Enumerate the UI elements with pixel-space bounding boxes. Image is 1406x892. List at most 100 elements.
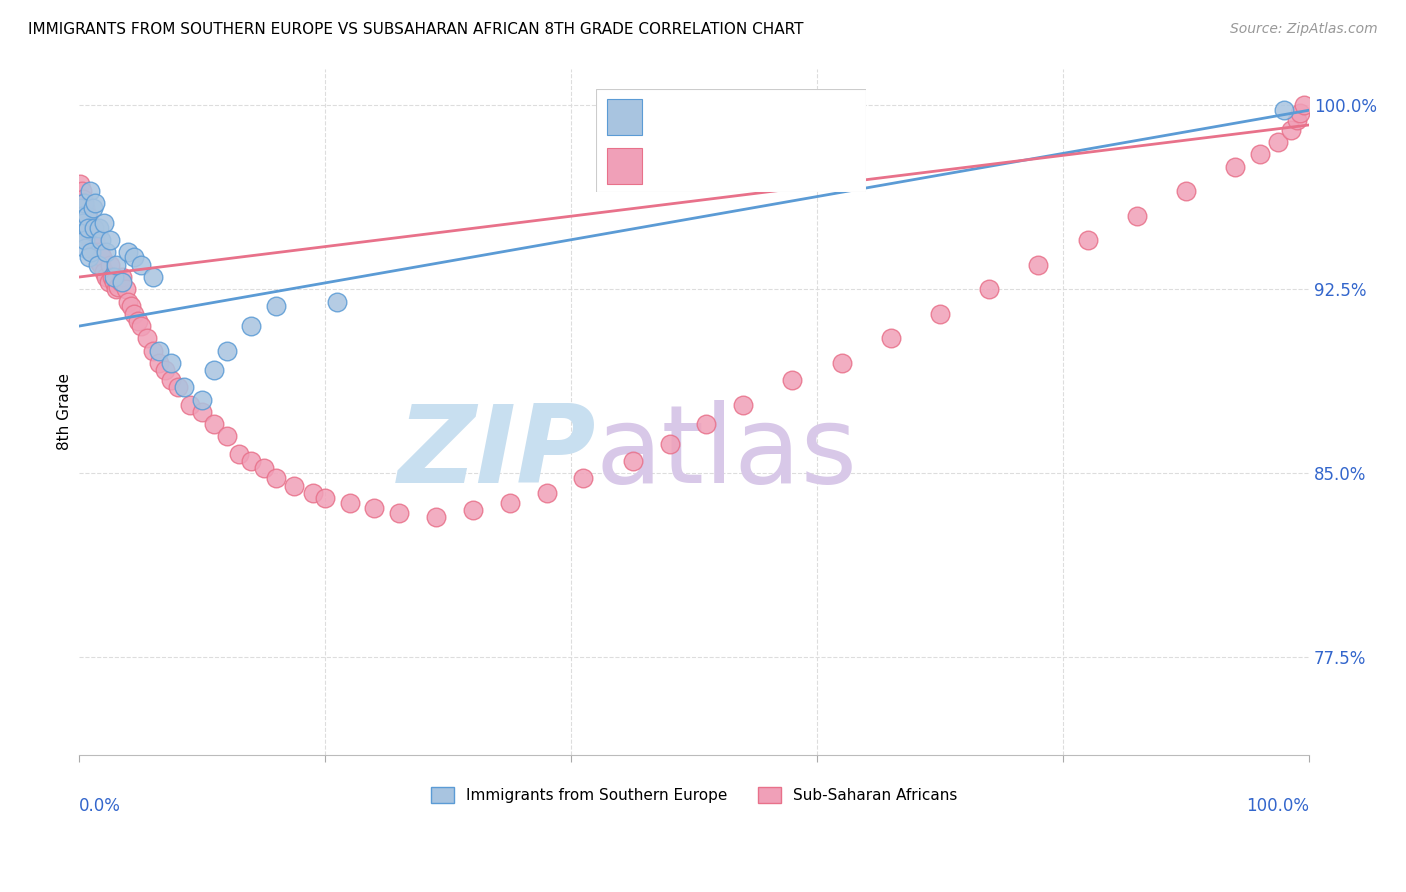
Point: [264, 471, 287, 485]
Point: [80, 235, 103, 250]
Point: [77, 251, 100, 265]
Point: [1077, 233, 1099, 247]
Point: [75, 233, 97, 247]
Point: [82, 233, 104, 247]
Point: [326, 294, 349, 309]
Point: [1285, 113, 1308, 128]
Point: [929, 307, 952, 321]
Point: [101, 270, 124, 285]
Point: [142, 343, 165, 358]
Point: [782, 373, 804, 387]
Point: [831, 356, 853, 370]
Point: [90, 258, 112, 272]
Point: [76, 209, 98, 223]
Point: [107, 280, 129, 294]
Point: [69, 177, 91, 191]
Point: [240, 454, 263, 468]
Point: [75, 209, 97, 223]
Point: [621, 454, 644, 468]
Point: [425, 510, 447, 524]
Point: [80, 245, 103, 260]
Point: [86, 251, 108, 265]
Point: [115, 282, 138, 296]
Point: [215, 429, 238, 443]
Point: [160, 356, 183, 370]
Point: [98, 233, 121, 247]
Point: [733, 398, 755, 412]
Point: [82, 202, 104, 216]
Point: [117, 294, 139, 309]
Point: [105, 258, 128, 272]
Point: [240, 319, 263, 334]
Point: [155, 363, 177, 377]
Point: [72, 216, 94, 230]
Point: [76, 209, 98, 223]
Point: [86, 258, 108, 272]
Point: [173, 380, 195, 394]
Text: 0.0%: 0.0%: [79, 797, 121, 814]
Point: [103, 270, 125, 285]
Point: [572, 471, 595, 485]
Point: [70, 184, 93, 198]
Point: [87, 221, 110, 235]
Text: Source: ZipAtlas.com: Source: ZipAtlas.com: [1230, 22, 1378, 37]
Point: [83, 221, 105, 235]
Point: [87, 255, 110, 269]
Y-axis label: 8th Grade: 8th Grade: [58, 374, 72, 450]
Point: [75, 241, 97, 255]
Point: [179, 398, 201, 412]
Point: [1225, 160, 1247, 174]
Point: [536, 486, 558, 500]
Point: [1249, 147, 1271, 161]
Point: [73, 202, 96, 216]
Point: [75, 202, 97, 216]
Point: [979, 282, 1001, 296]
Point: [73, 196, 96, 211]
Point: [880, 331, 903, 345]
Point: [77, 226, 100, 240]
Point: [84, 233, 107, 247]
Point: [461, 503, 484, 517]
Point: [79, 184, 101, 198]
Point: [204, 417, 226, 432]
Point: [90, 233, 112, 247]
Point: [388, 506, 411, 520]
Point: [76, 216, 98, 230]
Point: [228, 447, 250, 461]
Text: atlas: atlas: [596, 401, 858, 506]
Point: [148, 343, 170, 358]
Point: [283, 478, 305, 492]
Point: [84, 196, 107, 211]
Legend: Immigrants from Southern Europe, Sub-Saharan Africans: Immigrants from Southern Europe, Sub-Sah…: [425, 781, 963, 810]
Point: [117, 245, 139, 260]
Point: [96, 245, 118, 260]
Point: [76, 221, 98, 235]
Point: [1289, 105, 1312, 120]
Point: [98, 258, 121, 272]
Point: [79, 231, 101, 245]
Point: [105, 282, 128, 296]
Point: [166, 380, 188, 394]
Point: [148, 356, 170, 370]
Point: [111, 270, 134, 285]
Point: [124, 307, 146, 321]
Point: [89, 245, 111, 260]
Point: [83, 241, 105, 255]
Point: [658, 437, 681, 451]
Point: [264, 300, 287, 314]
Point: [124, 251, 146, 265]
Point: [129, 258, 152, 272]
Point: [252, 461, 274, 475]
Point: [72, 192, 94, 206]
Point: [76, 221, 98, 235]
Point: [695, 417, 717, 432]
Point: [1267, 135, 1289, 149]
Point: [1294, 98, 1316, 112]
Point: [363, 500, 385, 515]
Point: [93, 265, 115, 279]
Point: [72, 226, 94, 240]
Text: ZIP: ZIP: [398, 401, 596, 506]
Point: [1274, 103, 1296, 118]
Point: [204, 363, 226, 377]
Point: [103, 275, 125, 289]
